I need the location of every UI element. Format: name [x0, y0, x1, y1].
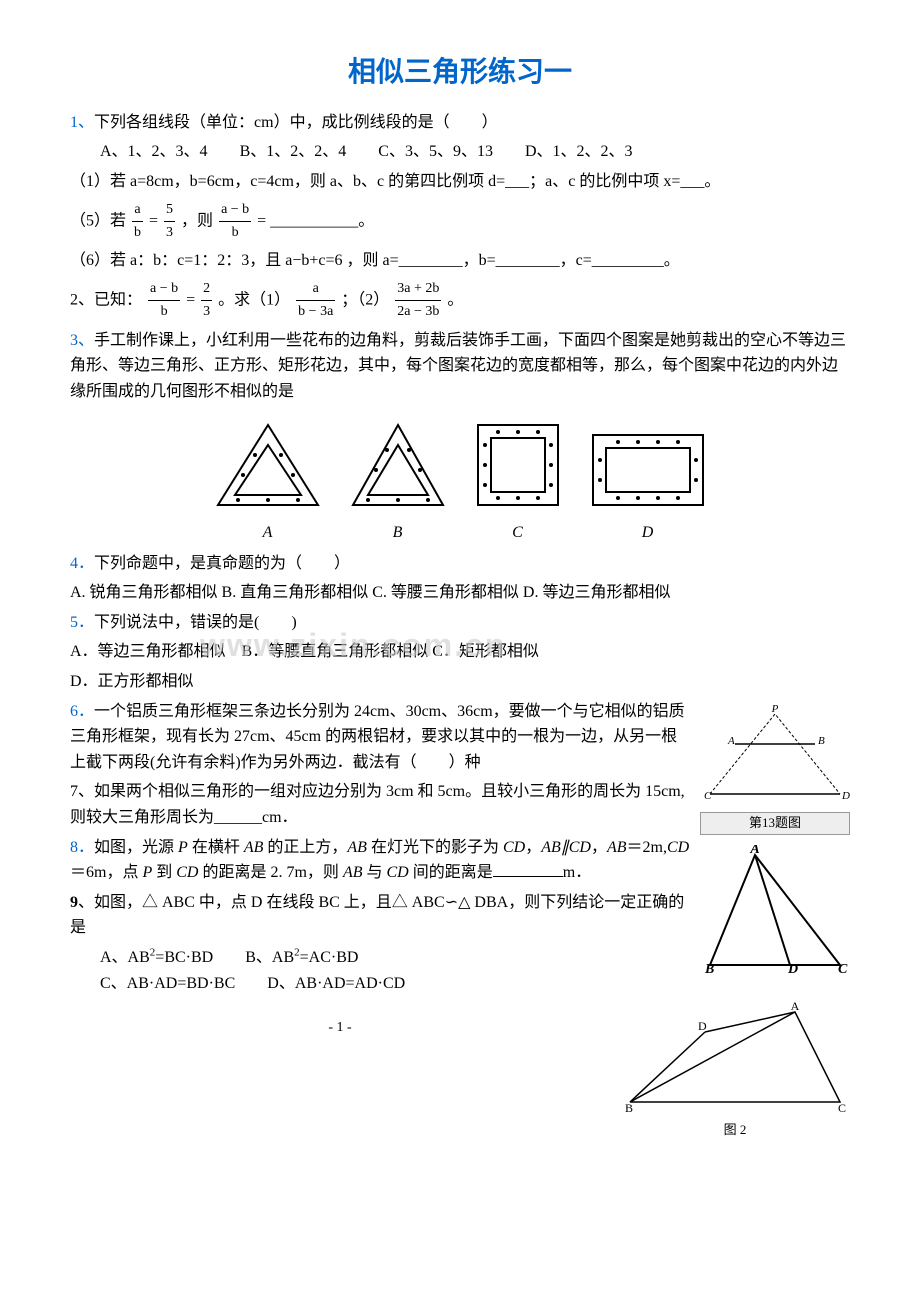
q3-number: 3、	[70, 332, 94, 349]
figure-13: P A B C D 第13题图	[700, 704, 850, 835]
figure-2: A D B C 图 2	[620, 1002, 850, 1141]
svg-text:C: C	[704, 790, 712, 802]
q4-options: A. 锐角三角形都相似 B. 直角三角形都相似 C. 等腰三角形都相似 D. 等…	[70, 580, 850, 606]
q4-number: 4．	[70, 555, 94, 572]
q1-optA: A、1、2、3、4	[100, 143, 208, 160]
q9-optD: D、AB·AD=AD·CD	[267, 975, 405, 992]
shape-C: C	[473, 420, 563, 546]
label-A: A	[213, 520, 323, 546]
q6-text: 一个铝质三角形框架三条边长分别为 24cm、30cm、36cm，要做一个与它相似…	[70, 703, 685, 771]
q2-frac1: a − bb	[148, 278, 180, 324]
svg-text:B: B	[818, 735, 825, 747]
figure-2-label: 图 2	[620, 1120, 850, 1141]
q3-text: 手工制作课上，小红利用一些花布的边角料，剪裁后装饰手工画，下面四个图案是她剪裁出…	[70, 332, 846, 400]
shape-options: A B C	[70, 420, 850, 546]
figure-13-label: 第13题图	[700, 812, 850, 835]
label-B: B	[348, 520, 448, 546]
svg-text:A: A	[727, 735, 735, 747]
q9-number: 9	[70, 894, 78, 911]
page-title: 相似三角形练习一	[70, 50, 850, 95]
question-1: 1、下列各组线段（单位：cm）中，成比例线段的是（ ）	[70, 110, 850, 136]
square-icon	[473, 420, 563, 510]
q9-optB: B、AB2=AC·BD	[245, 949, 358, 966]
rectangle-icon	[588, 430, 708, 510]
q5-options: A．等边三角形都相似 B．等腰直角三角形都相似 C．矩形都相似	[70, 639, 850, 665]
q1-optB: B、1、2、2、4	[240, 143, 347, 160]
q2-frac2: 23	[201, 278, 212, 324]
sub5-prefix: （5）若	[70, 212, 126, 229]
svg-text:D: D	[698, 1019, 707, 1033]
figure-2-svg: A D B C	[620, 1002, 850, 1112]
shape-D: D	[588, 430, 708, 546]
sub5-end: ___________。	[270, 212, 374, 229]
sub5-mid: ，则	[181, 212, 213, 229]
question-4: 4．下列命题中，是真命题的为（ ）	[70, 551, 850, 577]
q2-frac4: 3a + 2b2a − 3b	[395, 278, 441, 324]
frac-5-3: 53	[164, 199, 175, 245]
q1-optC: C、3、5、9、13	[378, 143, 493, 160]
question-6: 6．一个铝质三角形框架三条边长分别为 24cm、30cm、36cm，要做一个与它…	[70, 699, 690, 776]
svg-text:D: D	[787, 962, 798, 975]
shape-A: A	[213, 420, 323, 546]
question-9: 9、如图，△ ABC 中，点 D 在线段 BC 上，且△ ABC∽△ DBA，则…	[70, 890, 690, 941]
svg-text:C: C	[838, 962, 848, 975]
q1-sub5: （5）若 ab = 53 ，则 a − bb = ___________。	[70, 199, 850, 245]
shape-B: B	[348, 420, 448, 546]
q9-text: 、如图，△ ABC 中，点 D 在线段 BC 上，且△ ABC∽△ DBA，则下…	[70, 894, 684, 937]
figure-13-svg: P A B C D	[700, 704, 850, 804]
svg-text:A: A	[791, 1002, 800, 1013]
q5-number: 5．	[70, 614, 94, 631]
label-D: D	[588, 520, 708, 546]
question-7: 7、如果两个相似三角形的一组对应边分别为 3cm 和 5cm。且较小三角形的周长…	[70, 779, 690, 830]
q6-number: 6．	[70, 703, 94, 720]
q5-optD: D．正方形都相似	[70, 669, 850, 695]
q1-sub1: （1）若 a=8cm，b=6cm，c=4cm，则 a、b、c 的第四比例项 d=…	[70, 169, 850, 195]
svg-text:B: B	[704, 962, 714, 975]
svg-text:A: A	[749, 845, 759, 857]
q1-optD: D、1、2、2、3	[525, 143, 633, 160]
svg-text:C: C	[838, 1101, 846, 1112]
q2-frac3: ab − 3a	[296, 278, 335, 324]
svg-text:B: B	[625, 1101, 633, 1112]
question-8: 8．如图，光源 P 在横杆 AB 的正上方，AB 在灯光下的影子为 CD，AB∥…	[70, 835, 690, 886]
svg-text:D: D	[841, 790, 850, 802]
question-5: 5．下列说法中，错误的是( )	[70, 610, 850, 636]
label-C: C	[473, 520, 563, 546]
q1-number: 1、	[70, 114, 94, 131]
q2-mid2: ；（2）	[341, 292, 389, 309]
triangle-abdc-svg: A B D C	[700, 845, 850, 975]
q1-options: A、1、2、3、4 B、1、2、2、4 C、3、5、9、13 D、1、2、2、3	[100, 139, 850, 165]
q8-number: 8．	[70, 839, 94, 856]
svg-text:P: P	[771, 704, 779, 715]
q9-optA: A、AB2=BC·BD	[100, 949, 213, 966]
q1-text: 下列各组线段（单位：cm）中，成比例线段的是（ ）	[94, 114, 498, 131]
triangle-equilateral-icon	[348, 420, 448, 510]
triangle-scalene-icon	[213, 420, 323, 510]
q5-text: 下列说法中，错误的是( )	[94, 614, 297, 631]
q2-prefix: 2、已知：	[70, 292, 142, 309]
frac-a-b: ab	[132, 199, 143, 245]
q2-mid1: 。求（1）	[218, 292, 290, 309]
question-3: 3、手工制作课上，小红利用一些花布的边角料，剪裁后装饰手工画，下面四个图案是她剪…	[70, 328, 850, 405]
q2-end: 。	[447, 292, 463, 309]
q9-optC: C、AB·AD=BD·BC	[100, 975, 235, 992]
q4-text: 下列命题中，是真命题的为（ ）	[94, 555, 350, 572]
question-2: 2、已知： a − bb = 23 。求（1） ab − 3a ；（2） 3a …	[70, 278, 850, 324]
frac-amb-b: a − bb	[219, 199, 251, 245]
q1-sub6: （6）若 a：b：c=1：2：3，且 a−b+c=6 ，则 a=________…	[70, 248, 850, 274]
figure-triangle-ABD: A B D C	[700, 845, 850, 984]
